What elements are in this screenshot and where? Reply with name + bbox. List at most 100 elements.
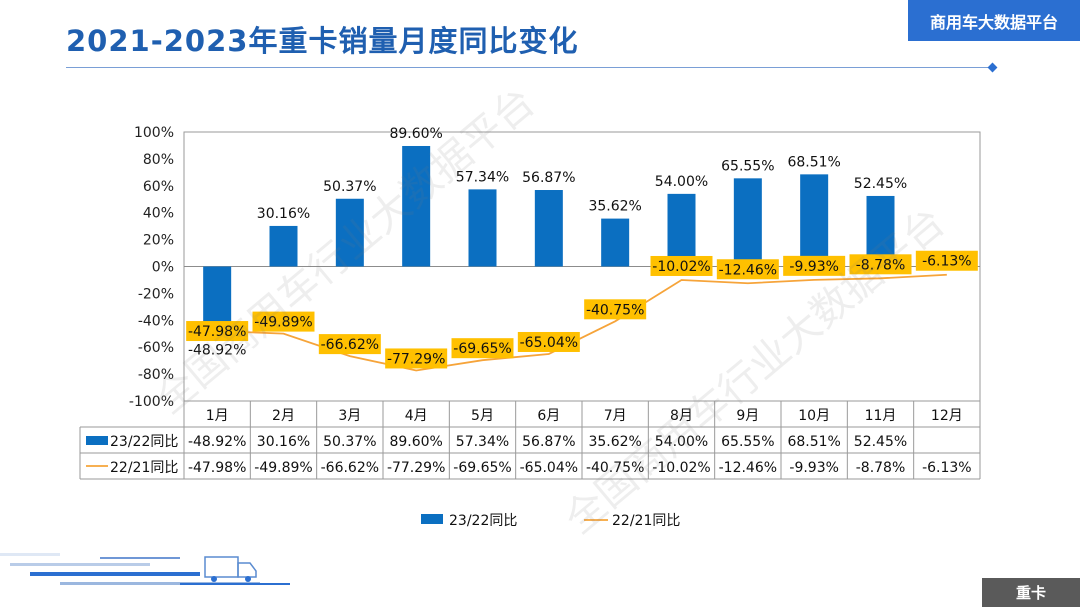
brand-badge: 商用车大数据平台 xyxy=(908,0,1080,41)
bar-data-label: 54.00% xyxy=(655,174,708,190)
table-cell: -77.29% xyxy=(387,460,445,476)
line-data-label: -6.13% xyxy=(922,254,972,270)
line-data-label: -66.62% xyxy=(321,337,379,353)
legend-label: 23/22同比 xyxy=(449,513,517,529)
table-cell: 89.60% xyxy=(389,434,442,450)
title-divider xyxy=(66,67,993,68)
y-tick-label: 20% xyxy=(143,233,174,249)
y-tick-label: -80% xyxy=(138,367,174,383)
table-cell: -49.89% xyxy=(254,460,312,476)
legend-label: 22/21同比 xyxy=(612,513,680,529)
bar-data-label: 50.37% xyxy=(323,179,376,195)
x-tick-label: 7月 xyxy=(604,408,627,424)
table-cell: -66.62% xyxy=(321,460,379,476)
y-tick-label: -20% xyxy=(138,286,174,302)
x-tick-label: 11月 xyxy=(865,408,897,424)
bar xyxy=(800,174,829,267)
line-data-label: -47.98% xyxy=(188,324,246,340)
bar-data-label: 68.51% xyxy=(787,154,840,170)
line-label-box xyxy=(584,299,647,320)
bar-data-label: 57.34% xyxy=(456,169,509,185)
x-tick-label: 5月 xyxy=(471,408,494,424)
table-cell: 57.34% xyxy=(456,434,509,450)
table-cell: -6.13% xyxy=(922,460,972,476)
bar-data-label: 30.16% xyxy=(257,206,310,222)
line-data-label: -8.78% xyxy=(856,257,906,273)
y-tick-label: 60% xyxy=(143,179,174,195)
table-cell: 52.45% xyxy=(854,434,907,450)
x-tick-label: 8月 xyxy=(670,408,693,424)
table-cell: -8.78% xyxy=(856,460,906,476)
bar xyxy=(402,145,431,267)
bar xyxy=(269,225,298,267)
bar xyxy=(667,193,696,267)
table-cell: 54.00% xyxy=(655,434,708,450)
table-cell: -69.65% xyxy=(453,460,511,476)
y-tick-label: 40% xyxy=(143,206,174,222)
table-cell: 50.37% xyxy=(323,434,376,450)
line-label-box xyxy=(186,321,249,342)
x-tick-label: 10月 xyxy=(798,408,830,424)
x-tick-label: 6月 xyxy=(537,408,560,424)
table-cell: 35.62% xyxy=(588,434,641,450)
y-tick-label: 100% xyxy=(134,125,174,141)
bar-data-label: 56.87% xyxy=(522,170,575,186)
x-tick-label: 9月 xyxy=(736,408,759,424)
table-row-header: 22/21同比 xyxy=(110,460,178,476)
line-data-label: -40.75% xyxy=(586,302,644,318)
y-tick-label: -100% xyxy=(129,394,174,410)
line-label-box xyxy=(915,250,978,271)
table-cell: -40.75% xyxy=(586,460,644,476)
bar xyxy=(534,190,563,267)
table-bar-swatch xyxy=(86,436,108,445)
table-cell: -12.46% xyxy=(719,460,777,476)
table-cell: -65.04% xyxy=(520,460,578,476)
line-data-label: -9.93% xyxy=(789,259,839,275)
table-cell: -48.92% xyxy=(188,434,246,450)
bar-data-label: 35.62% xyxy=(588,199,641,215)
line-data-label: -69.65% xyxy=(453,341,511,357)
line-label-box xyxy=(318,334,381,355)
line-label-box xyxy=(252,311,315,332)
line-data-label: -10.02% xyxy=(652,259,710,275)
bar-data-label: -48.92% xyxy=(188,342,246,358)
series-line xyxy=(217,273,947,372)
line-label-box xyxy=(451,338,514,359)
table-cell: -10.02% xyxy=(652,460,710,476)
line-data-label: -65.04% xyxy=(520,335,578,351)
line-label-box xyxy=(783,255,846,276)
table-cell: 65.55% xyxy=(721,434,774,450)
bar-data-label: 89.60% xyxy=(389,126,442,142)
line-label-box xyxy=(385,348,448,369)
table-cell: -47.98% xyxy=(188,460,246,476)
x-tick-label: 3月 xyxy=(338,408,361,424)
table-cell: -9.93% xyxy=(789,460,839,476)
bar-data-label: 52.45% xyxy=(854,176,907,192)
bar xyxy=(468,189,497,267)
line-label-box xyxy=(716,259,779,280)
line-data-label: -77.29% xyxy=(387,351,445,367)
table-cell: 68.51% xyxy=(787,434,840,450)
y-tick-label: -60% xyxy=(138,340,174,356)
y-tick-label: 80% xyxy=(143,152,174,168)
bar xyxy=(601,218,630,267)
page-title: 2021-2023年重卡销量月度同比变化 xyxy=(66,24,579,58)
legend-bar-swatch xyxy=(421,514,443,524)
x-tick-label: 1月 xyxy=(206,408,229,424)
line-data-label: -12.46% xyxy=(719,262,777,278)
line-label-box xyxy=(849,254,912,275)
x-tick-label: 4月 xyxy=(405,408,428,424)
line-data-label: -49.89% xyxy=(254,315,312,331)
bar xyxy=(335,198,364,267)
x-tick-label: 2月 xyxy=(272,408,295,424)
bar xyxy=(733,178,762,267)
line-label-box xyxy=(517,331,580,352)
truck-decoration xyxy=(0,553,290,585)
footer-tag: 重卡 xyxy=(982,578,1080,607)
table-row-header: 23/22同比 xyxy=(110,434,178,450)
table-cell: 56.87% xyxy=(522,434,575,450)
y-tick-label: 0% xyxy=(152,260,174,276)
x-tick-label: 12月 xyxy=(931,408,963,424)
